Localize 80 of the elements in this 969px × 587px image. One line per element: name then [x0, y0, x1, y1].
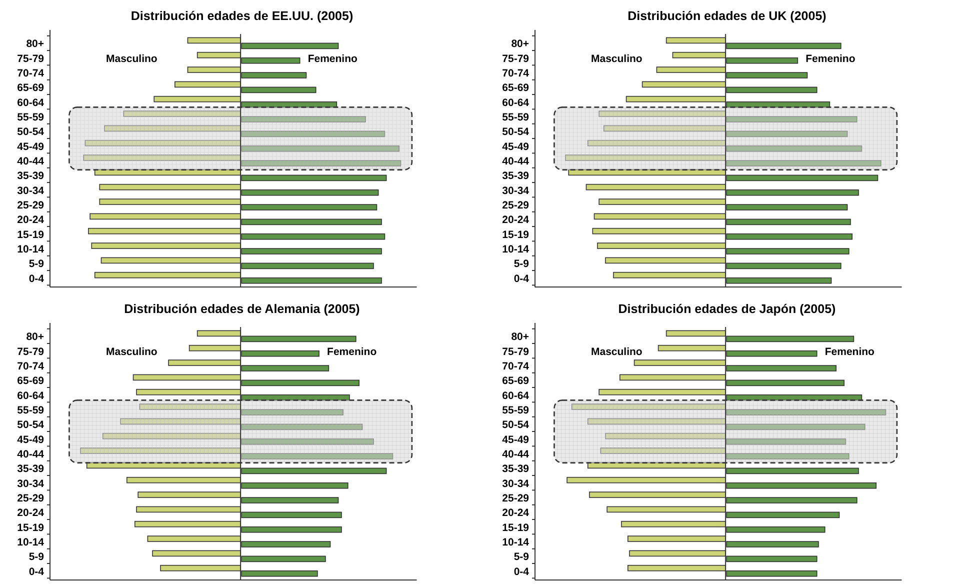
y-tick-label: 50-54	[502, 419, 530, 432]
y-tick-label: 50-54	[17, 419, 44, 432]
y-tick-label: 70-74	[502, 68, 530, 80]
y-tick-label: 25-29	[17, 492, 44, 504]
series-label: Femenino	[824, 346, 874, 358]
y-tick-label: 60-64	[502, 390, 530, 402]
y-tick-label: 15-19	[17, 228, 44, 241]
y-tick-label: 60-64	[17, 390, 44, 402]
y-tick-label: 55-59	[17, 112, 44, 124]
y-tick-label: 60-64	[502, 96, 530, 109]
chart-title: Distribución edades de EE.UU. (2005)	[130, 9, 354, 23]
series-label: Femenino	[308, 52, 358, 65]
y-tick-label: 35-39	[502, 463, 530, 476]
y-tick-label: 5-9	[514, 551, 530, 564]
y-tick-label: 65-69	[502, 82, 530, 94]
series-label: Masculino	[591, 346, 642, 358]
y-tick-label: 45-49	[502, 434, 530, 446]
y-tick-label: 80+	[26, 38, 44, 50]
y-tick-label: 75-79	[17, 346, 44, 358]
y-tick-label: 70-74	[17, 360, 44, 372]
y-tick-label: 30-34	[17, 478, 44, 490]
y-tick-label: 5-9	[28, 258, 44, 270]
y-tick-label: 80+	[511, 38, 529, 50]
y-tick-label: 20-24	[502, 214, 530, 226]
chart-title: Distribución edades de Japón (2005)	[618, 302, 836, 316]
y-tick-label: 0-4	[28, 272, 44, 285]
y-tick-label: 30-34	[17, 184, 44, 197]
y-tick-label: 0-4	[514, 272, 530, 285]
y-tick-label: 0-4	[28, 566, 44, 578]
y-tick-label: 55-59	[502, 404, 530, 416]
y-tick-label: 65-69	[17, 82, 44, 94]
series-label: Femenino	[327, 346, 377, 358]
y-tick-label: 55-59	[502, 112, 530, 124]
y-tick-label: 30-34	[502, 184, 530, 197]
y-tick-label: 30-34	[502, 478, 530, 490]
y-tick-label: 20-24	[502, 507, 530, 520]
y-tick-label: 40-44	[17, 448, 44, 460]
y-tick-label: 45-49	[17, 140, 44, 153]
chart-title: Distribución edades de Alemania (2005)	[124, 302, 360, 316]
y-tick-label: 50-54	[17, 126, 44, 138]
y-tick-label: 10-14	[17, 244, 44, 256]
y-tick-label: 15-19	[502, 522, 530, 534]
y-tick-label: 15-19	[17, 522, 44, 534]
y-tick-label: 25-29	[502, 200, 530, 212]
y-tick-label: 20-24	[17, 507, 44, 520]
y-tick-label: 40-44	[502, 156, 530, 168]
chart-title: Distribución edades de UK (2005)	[628, 9, 826, 23]
y-tick-label: 5-9	[514, 258, 530, 270]
y-tick-label: 70-74	[502, 360, 530, 372]
series-label: Masculino	[106, 346, 158, 358]
text: Masculino	[106, 52, 158, 65]
y-tick-label: 65-69	[502, 375, 530, 388]
y-tick-label: 5-9	[28, 551, 44, 564]
y-tick-label: 25-29	[17, 200, 44, 212]
y-tick-label: 45-49	[502, 140, 530, 153]
y-tick-label: 80+	[26, 331, 44, 344]
series-label: Masculino	[591, 52, 642, 65]
y-tick-label: 35-39	[502, 170, 530, 182]
y-tick-label: 75-79	[17, 52, 44, 65]
y-tick-label: 80+	[511, 331, 529, 344]
y-tick-label: 10-14	[502, 536, 530, 548]
y-tick-label: 10-14	[17, 536, 44, 548]
y-tick-label: 10-14	[502, 244, 530, 256]
y-tick-label: 40-44	[17, 156, 44, 168]
series-label: Femenino	[806, 52, 856, 65]
y-tick-label: 35-39	[17, 170, 44, 182]
y-tick-label: 70-74	[17, 68, 44, 80]
y-tick-label: 55-59	[17, 404, 44, 416]
y-tick-label: 25-29	[502, 492, 530, 504]
y-tick-label: 75-79	[502, 346, 530, 358]
y-tick-label: 65-69	[17, 375, 44, 388]
y-tick-label: 50-54	[502, 126, 530, 138]
y-tick-label: 60-64	[17, 96, 44, 109]
y-tick-label: 40-44	[502, 448, 530, 460]
y-tick-label: 35-39	[17, 463, 44, 476]
y-tick-label: 15-19	[502, 228, 530, 241]
y-tick-label: 20-24	[17, 214, 44, 226]
y-tick-label: 75-79	[502, 52, 530, 65]
y-tick-label: 45-49	[17, 434, 44, 446]
y-tick-label: 0-4	[514, 566, 530, 578]
